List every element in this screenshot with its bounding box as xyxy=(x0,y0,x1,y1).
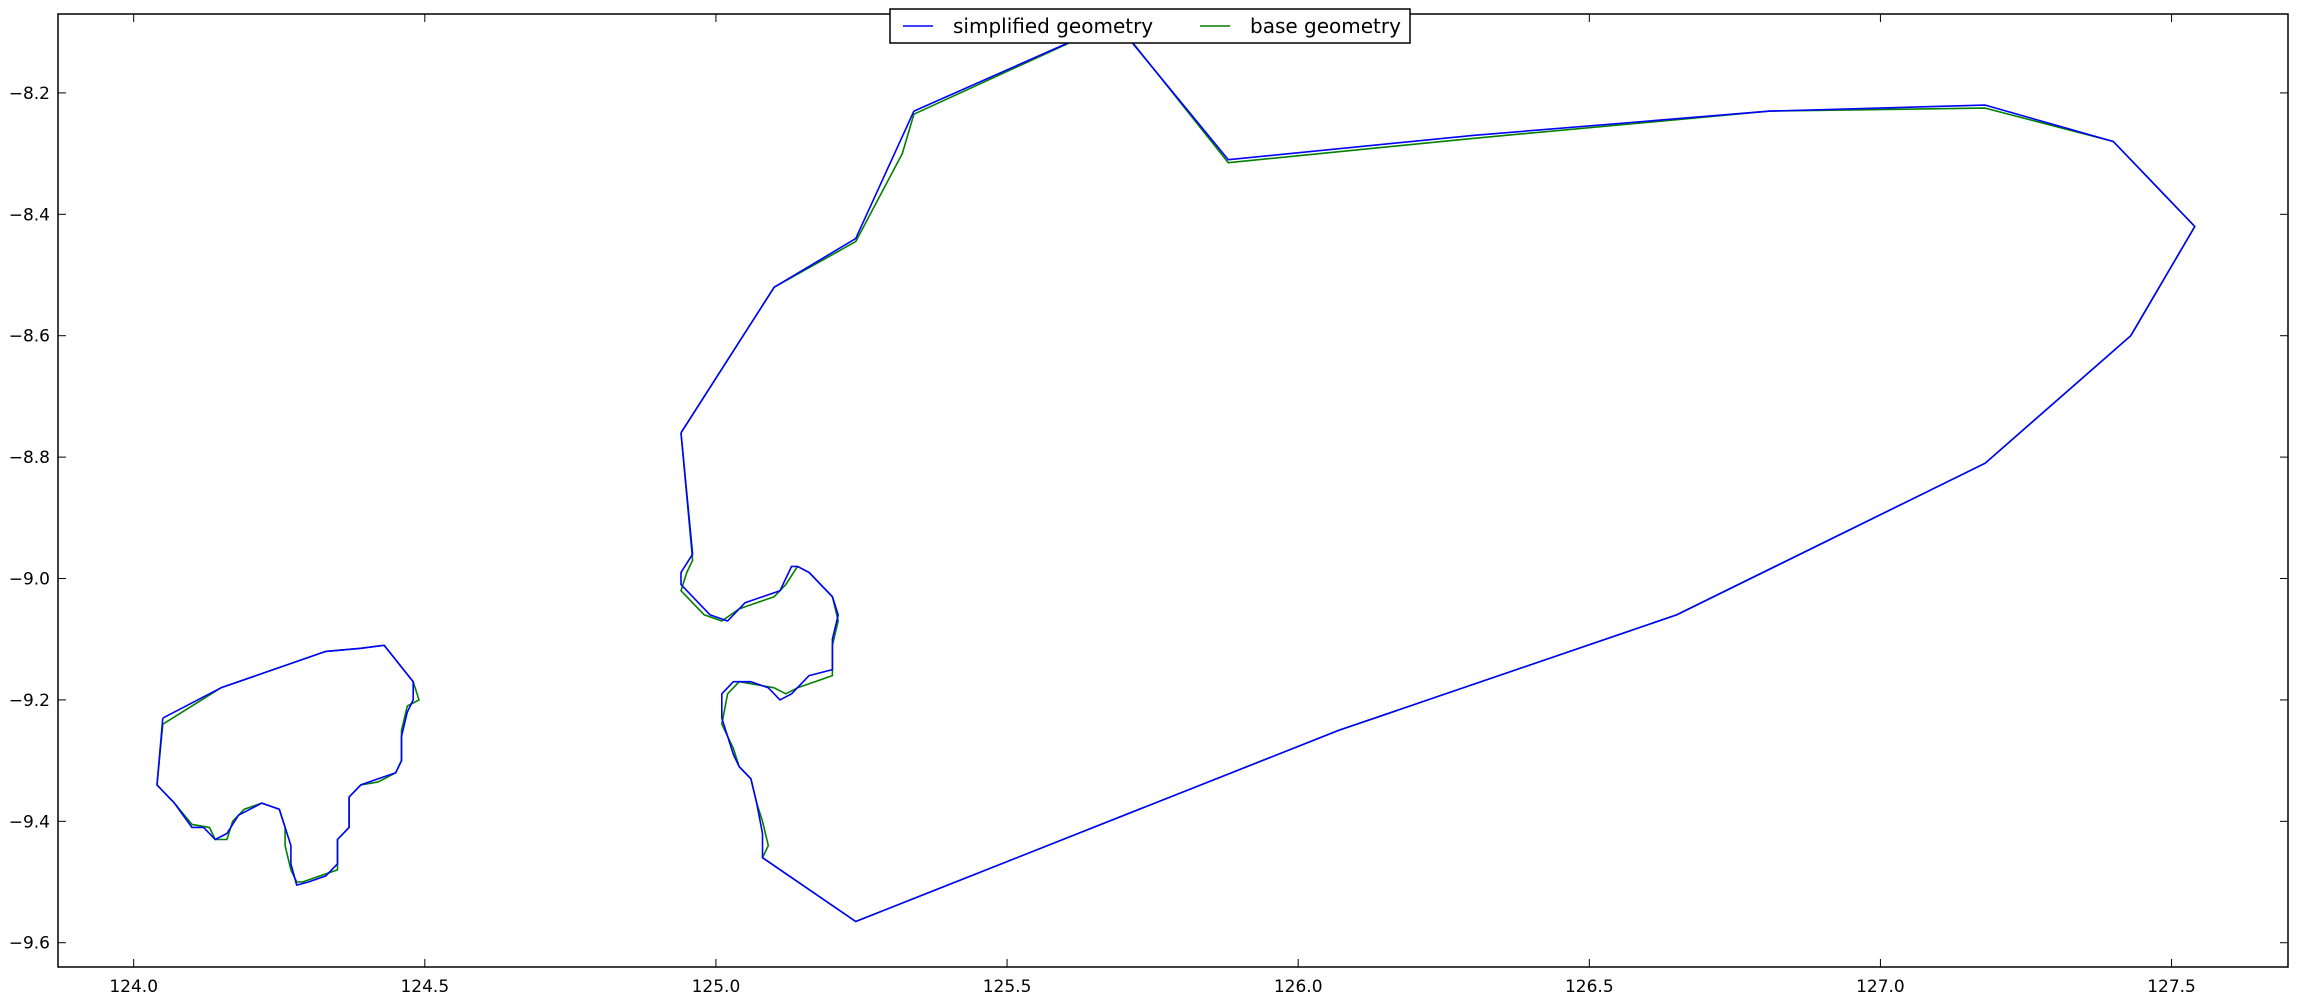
legend: simplified geometry base geometry xyxy=(889,8,1411,44)
y-tick-label: −9.4 xyxy=(9,812,50,832)
y-tick-label: −8.6 xyxy=(9,327,50,347)
series-simplified-geometry-polygon-0 xyxy=(156,644,415,886)
series-layer xyxy=(156,25,2196,923)
y-tick-label: −8.8 xyxy=(9,448,50,468)
x-tick-label: 124.5 xyxy=(400,977,449,997)
x-tick-label: 127.0 xyxy=(1856,977,1905,997)
y-axis: −8.2 −8.4 −8.6 −8.8 −9.0 −9.2 −9.4 −9.6 xyxy=(9,84,2288,954)
legend-frame xyxy=(889,8,1411,44)
plot-area xyxy=(57,13,2289,968)
x-tick-label: 126.5 xyxy=(1565,977,1614,997)
y-tick-label: −8.4 xyxy=(9,205,50,225)
x-tick-label: 126.0 xyxy=(1274,977,1323,997)
y-tick-label: −9.6 xyxy=(9,934,50,954)
x-tick-label: 127.5 xyxy=(2147,977,2196,997)
x-tick-label: 125.5 xyxy=(983,977,1032,997)
y-tick-label: −9.0 xyxy=(9,570,50,590)
legend-label-base-geometry: base geometry xyxy=(1250,14,1401,38)
x-tick-label: 124.0 xyxy=(109,977,158,997)
y-tick-label: −8.2 xyxy=(9,84,50,104)
series-base-geometry-polygon-0 xyxy=(156,644,420,883)
x-tick-label: 125.0 xyxy=(692,977,741,997)
series-simplified-geometry-polygon-1 xyxy=(680,25,2196,923)
y-tick-label: −9.2 xyxy=(9,691,50,711)
series-base-geometry-polygon-1 xyxy=(680,25,2196,923)
legend-label-simplified-geometry: simplified geometry xyxy=(953,14,1153,38)
